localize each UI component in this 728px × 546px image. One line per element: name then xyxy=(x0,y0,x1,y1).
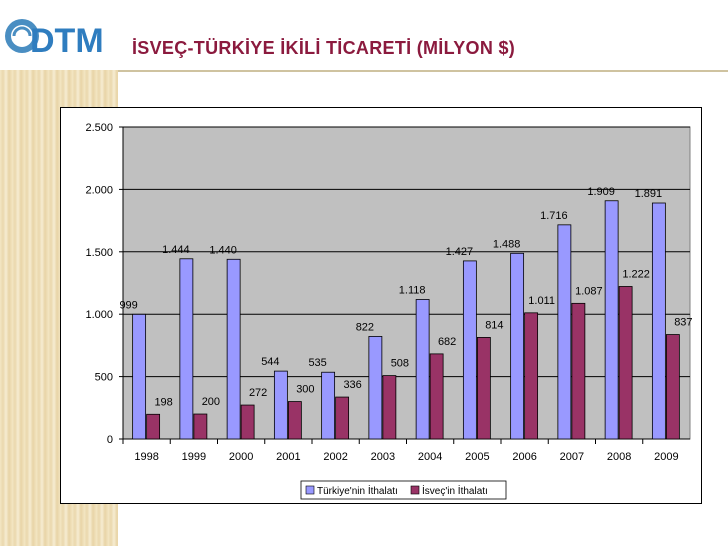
data-label-turkiye: 1.118 xyxy=(399,284,426,296)
data-label-isvec: 1.087 xyxy=(575,285,603,297)
page-title: İSVEÇ-TÜRKİYE İKİLİ TİCARETİ (MİLYON $) xyxy=(132,38,516,58)
data-label-isvec: 272 xyxy=(249,387,267,399)
bar-turkiye xyxy=(273,370,288,440)
data-label-isvec: 336 xyxy=(343,379,361,391)
x-tick-label: 2009 xyxy=(654,451,678,463)
bar-isvec xyxy=(524,312,539,440)
bar-turkiye xyxy=(651,202,666,440)
legend xyxy=(300,480,507,500)
x-tick-label: 2002 xyxy=(323,451,347,463)
bar-isvec xyxy=(335,396,350,440)
bar-turkiye xyxy=(226,258,241,440)
bar-isvec xyxy=(382,375,397,440)
data-label-turkiye: 1.909 xyxy=(587,186,615,198)
bar-isvec xyxy=(146,413,161,440)
bar-turkiye xyxy=(132,313,147,440)
data-label-turkiye: 822 xyxy=(356,321,374,333)
bar-turkiye xyxy=(462,260,477,440)
y-tick-label: 1.000 xyxy=(85,309,113,321)
data-label-turkiye: 999 xyxy=(119,299,137,311)
bar-turkiye xyxy=(510,252,525,440)
bar-turkiye xyxy=(557,224,572,440)
bar-isvec xyxy=(618,286,633,440)
x-tick-label: 2007 xyxy=(560,451,584,463)
legend-swatch-turkiye xyxy=(305,485,315,495)
data-label-turkiye: 1.444 xyxy=(162,244,190,256)
x-tick-label: 1998 xyxy=(134,451,158,463)
title-rule xyxy=(118,70,728,72)
data-label-turkiye: 1.716 xyxy=(540,210,568,222)
data-label-isvec: 1.222 xyxy=(622,268,650,280)
bar-isvec xyxy=(287,401,302,440)
x-tick-label: 2008 xyxy=(607,451,631,463)
data-label-isvec: 300 xyxy=(296,384,314,396)
legend-label-isvec: İsveç'in İthalatı xyxy=(422,484,488,497)
data-label-isvec: 814 xyxy=(485,319,503,331)
data-label-isvec: 837 xyxy=(674,317,692,329)
y-tick-label: 0 xyxy=(107,434,113,446)
x-tick-label: 2003 xyxy=(371,451,395,463)
chart-container: 0 500 1.000 1.500 2.000 2.500 1998 999 198 1999 1.… xyxy=(60,107,702,504)
bar-isvec xyxy=(665,334,680,440)
x-tick-label: 2006 xyxy=(512,451,536,463)
data-label-turkiye: 1.488 xyxy=(493,238,521,250)
bar-turkiye xyxy=(368,336,383,440)
dtm-logo: DTM xyxy=(5,19,104,60)
data-label-turkiye: 1.891 xyxy=(635,188,663,200)
logo: DTM xyxy=(0,0,118,70)
x-tick-label: 2001 xyxy=(276,451,300,463)
bar-isvec xyxy=(193,413,208,440)
legend-swatch-isvec xyxy=(410,485,420,495)
data-label-turkiye: 544 xyxy=(261,356,279,368)
x-tick-label: 1999 xyxy=(182,451,206,463)
data-label-turkiye: 535 xyxy=(308,357,326,369)
bar-isvec xyxy=(429,353,444,440)
plot-area xyxy=(122,126,691,440)
x-tick-label: 2005 xyxy=(465,451,489,463)
data-label-isvec: 198 xyxy=(154,396,172,408)
bar-chart: 0 500 1.000 1.500 2.000 2.500 1998 999 198 1999 1.… xyxy=(85,122,693,500)
data-label-isvec: 1.011 xyxy=(528,295,555,307)
bar-turkiye xyxy=(179,258,194,440)
data-label-isvec: 508 xyxy=(391,358,409,370)
bar-turkiye xyxy=(415,299,430,440)
bar-isvec xyxy=(571,302,586,440)
y-tick-label: 1.500 xyxy=(85,247,113,259)
legend-label-turkiye: Türkiye'nin İthalatı xyxy=(317,484,398,497)
y-tick-label: 2.500 xyxy=(85,122,113,134)
bar-turkiye xyxy=(604,200,619,440)
data-label-turkiye: 1.440 xyxy=(209,244,237,256)
data-label-isvec: 200 xyxy=(202,396,220,408)
logo-text: DTM xyxy=(30,22,104,60)
y-tick-label: 500 xyxy=(95,372,113,384)
data-label-turkiye: 1.427 xyxy=(446,246,474,258)
bar-isvec xyxy=(240,404,255,440)
y-tick-label: 2.000 xyxy=(85,184,113,196)
x-tick-label: 2000 xyxy=(229,451,253,463)
x-tick-label: 2004 xyxy=(418,451,442,463)
bar-turkiye xyxy=(321,371,336,440)
bar-isvec xyxy=(476,337,491,440)
data-label-isvec: 682 xyxy=(438,336,456,348)
